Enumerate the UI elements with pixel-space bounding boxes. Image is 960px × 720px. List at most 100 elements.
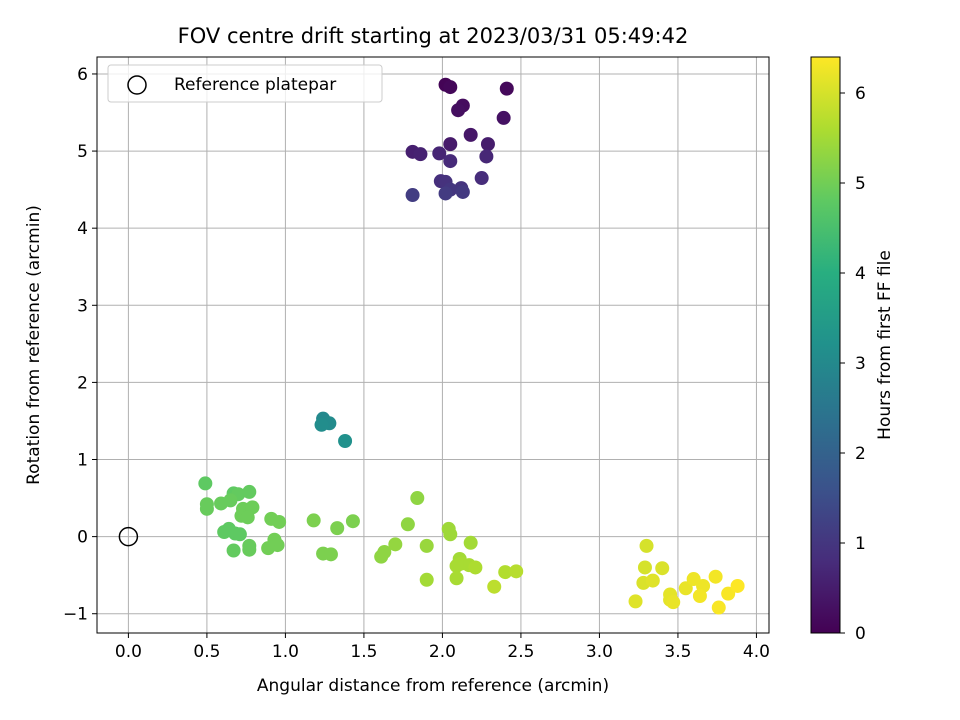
x-tick-label: 2.0 [429, 642, 456, 662]
data-point [226, 543, 241, 558]
x-tick-label: 1.5 [350, 642, 377, 662]
data-point [306, 513, 321, 528]
data-point [198, 476, 213, 491]
x-tick-label: 3.5 [664, 642, 691, 662]
data-point [463, 535, 478, 550]
x-axis-label: Angular distance from reference (arcmin) [257, 676, 609, 696]
legend-box [107, 64, 383, 103]
data-point [405, 188, 420, 203]
data-point [374, 549, 389, 564]
data-point [474, 171, 489, 186]
y-tick-label: 4 [77, 219, 88, 239]
x-tick-label: 0.5 [193, 642, 220, 662]
data-point [419, 538, 434, 553]
x-tick-label: 4.0 [743, 642, 770, 662]
data-point [468, 560, 483, 575]
x-tick-label: 2.5 [507, 642, 534, 662]
data-point [242, 542, 257, 557]
data-point [479, 149, 494, 164]
data-point [443, 154, 458, 169]
legend-open-circle-marker [127, 75, 147, 95]
data-point [708, 569, 723, 584]
data-point [692, 588, 707, 603]
data-point [487, 579, 502, 594]
data-point [645, 573, 660, 588]
data-point [388, 537, 403, 552]
data-point [242, 484, 257, 499]
data-point [628, 594, 643, 609]
data-points [198, 77, 745, 615]
data-point [443, 527, 458, 542]
data-point [455, 184, 470, 199]
x-tick-label: 1.0 [272, 642, 299, 662]
data-point [232, 527, 247, 542]
data-point [637, 560, 652, 575]
y-tick-label: 5 [77, 142, 88, 162]
data-point [730, 578, 745, 593]
data-point [480, 137, 495, 152]
data-point [338, 434, 353, 448]
data-point [711, 600, 726, 615]
legend: Reference platepar [107, 64, 383, 103]
data-point [498, 565, 513, 580]
y-tick-label: 6 [77, 65, 88, 85]
data-point [463, 127, 478, 142]
data-point [240, 510, 255, 525]
data-point [345, 514, 360, 529]
data-point [400, 517, 415, 532]
data-point [666, 595, 681, 610]
data-point [199, 501, 214, 516]
data-point [419, 572, 434, 587]
reference-platepar-marker [118, 526, 139, 547]
data-point [496, 110, 511, 125]
x-axis: 0.0 0.5 1.0 1.5 2.0 2.5 3.0 3.5 4.0 [115, 633, 770, 662]
colorbar-tick-label: 4 [855, 264, 866, 284]
colorbar-tick-label: 0 [855, 624, 866, 644]
data-point [330, 521, 345, 536]
x-tick-label: 0.0 [115, 642, 142, 662]
data-point [509, 564, 524, 579]
data-point [323, 547, 338, 562]
reference-marker-layer [118, 526, 139, 547]
data-point [449, 558, 464, 573]
colorbar-tick-label: 6 [855, 84, 866, 104]
colorbar-gradient [810, 56, 841, 634]
data-point [499, 81, 514, 96]
data-point [443, 137, 458, 152]
data-point [432, 146, 447, 161]
data-point [639, 538, 654, 553]
data-point [721, 586, 736, 601]
data-point [449, 571, 464, 586]
colorbar: 0 1 2 3 4 5 6 Hours from first FF file [810, 56, 895, 644]
colorbar-ticks: 0 1 2 3 4 5 6 [840, 84, 866, 644]
plot-frame [96, 56, 770, 634]
y-axis: −1 0 1 2 3 4 5 6 [63, 65, 97, 625]
colorbar-tick-label: 1 [855, 534, 866, 554]
data-point [217, 524, 232, 539]
y-tick-label: −1 [63, 605, 88, 625]
colorbar-tick-label: 2 [855, 444, 866, 464]
data-point [678, 581, 693, 596]
data-point [223, 493, 238, 508]
x-tick-label: 3.0 [586, 642, 613, 662]
data-point [314, 417, 329, 432]
colorbar-tick-label: 5 [855, 174, 866, 194]
data-point [413, 147, 428, 162]
colorbar-label: Hours from first FF file [875, 250, 895, 440]
grid [97, 57, 769, 633]
colorbar-tick-label: 3 [855, 354, 866, 374]
data-point [410, 491, 425, 506]
data-point [655, 561, 670, 576]
y-tick-label: 1 [77, 451, 88, 471]
data-point [261, 541, 276, 556]
chart-title: FOV centre drift starting at 2023/03/31 … [178, 24, 689, 48]
y-axis-label: Rotation from reference (arcmin) [24, 205, 44, 485]
data-point [443, 80, 458, 95]
data-point [451, 103, 466, 118]
y-tick-label: 2 [77, 373, 88, 393]
y-tick-label: 0 [77, 528, 88, 548]
legend-label: Reference platepar [174, 75, 336, 95]
y-tick-label: 3 [77, 296, 88, 316]
data-point [438, 186, 453, 201]
